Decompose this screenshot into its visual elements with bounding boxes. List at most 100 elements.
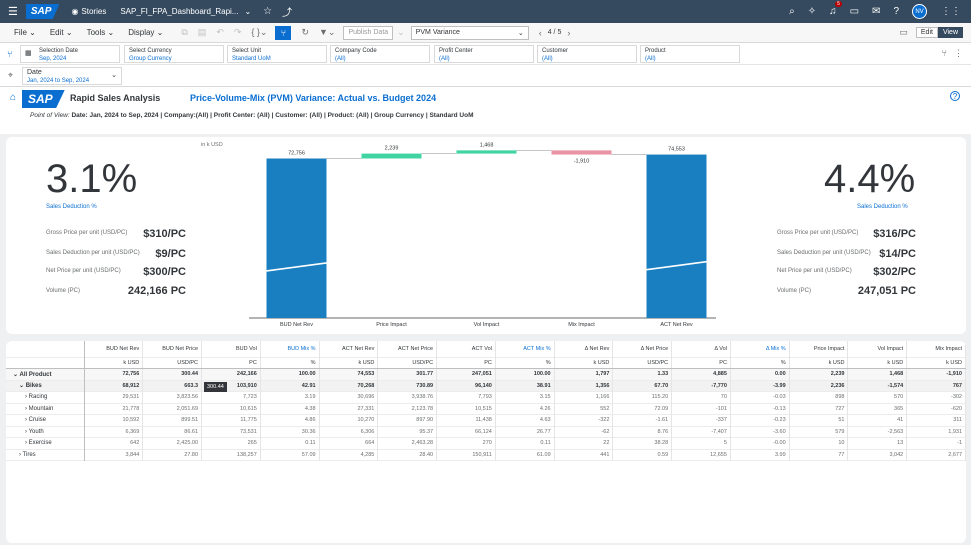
filter-panel-icon[interactable]: ⑂ bbox=[7, 49, 13, 59]
table-cell[interactable]: 4,885 bbox=[671, 368, 731, 380]
table-cell[interactable]: 2,051.69 bbox=[142, 403, 203, 415]
edit-menu[interactable]: Edit ⌄ bbox=[49, 28, 73, 37]
table-cell[interactable]: 570 bbox=[847, 391, 908, 403]
table-cell[interactable]: 727 bbox=[789, 403, 849, 415]
table-cell[interactable]: 95.37 bbox=[377, 426, 438, 438]
row-label-cell[interactable]: › Youth bbox=[6, 426, 85, 438]
home-icon[interactable]: ⌂ bbox=[10, 92, 17, 103]
paste-icon[interactable]: ▤ bbox=[197, 27, 207, 37]
undo-icon[interactable]: ↶ bbox=[216, 27, 224, 37]
table-cell[interactable]: 30.36 bbox=[260, 426, 320, 438]
table-cell[interactable]: 2,123.78 bbox=[377, 403, 438, 415]
story-title[interactable]: SAP_FI_FPA_Dashboard_Rapi... bbox=[120, 7, 239, 16]
filter-profit-center[interactable]: Profit Center (All) bbox=[434, 45, 534, 63]
table-cell[interactable]: 22 bbox=[554, 437, 614, 449]
table-cell[interactable]: 13 bbox=[847, 437, 908, 449]
table-cell[interactable]: 4.26 bbox=[495, 403, 555, 415]
row-label-cell[interactable]: › Mountain bbox=[6, 403, 85, 415]
table-row[interactable]: › Mountain 21,778 2,051.69 10,615 4.38 27,331… bbox=[6, 403, 966, 415]
waterfall-bar-0[interactable] bbox=[266, 158, 327, 318]
table-row[interactable]: › Racing 29,531 3,823.56 7,723 3.19 30,696 3,9… bbox=[6, 391, 966, 403]
table-cell[interactable]: 3,844 bbox=[84, 449, 144, 461]
table-cell[interactable]: 11,775 bbox=[201, 414, 261, 426]
table-cell[interactable]: 7,793 bbox=[436, 391, 496, 403]
table-cell[interactable]: 1,468 bbox=[847, 368, 908, 380]
column-header[interactable]: Price Impact bbox=[789, 341, 849, 357]
tools-menu[interactable]: Tools ⌄ bbox=[86, 28, 115, 37]
table-cell[interactable]: -0.23 bbox=[730, 414, 790, 426]
table-cell[interactable]: 103,910 bbox=[201, 380, 261, 392]
device-preview-icon[interactable]: ▭ bbox=[899, 27, 908, 37]
table-cell[interactable]: 1,797 bbox=[554, 368, 614, 380]
row-label-cell[interactable]: › Exercise bbox=[6, 437, 85, 449]
bookmark-icon[interactable]: ▼⌄ bbox=[319, 27, 336, 37]
column-header[interactable]: ACT Net Rev bbox=[319, 341, 379, 357]
table-cell[interactable]: 10,270 bbox=[319, 414, 379, 426]
table-cell[interactable]: 10,615 bbox=[201, 403, 261, 415]
table-cell[interactable]: 0.11 bbox=[495, 437, 555, 449]
table-row[interactable]: ⌄ Bikes 68,912 663.3 103,910 42.91 70,268 730.… bbox=[6, 380, 966, 392]
table-cell[interactable]: 42.91 bbox=[260, 380, 320, 392]
column-header[interactable]: Δ Vol bbox=[671, 341, 731, 357]
column-header[interactable]: BUD Net Price bbox=[142, 341, 203, 357]
filter-currency[interactable]: Select Currency Group Currency bbox=[124, 45, 224, 63]
waterfall-bar-1[interactable] bbox=[361, 153, 422, 159]
table-cell[interactable]: -3.60 bbox=[730, 426, 790, 438]
chevron-right-icon[interactable]: › bbox=[25, 417, 29, 424]
table-cell[interactable]: 552 bbox=[554, 403, 614, 415]
table-row[interactable]: › Youth 6,369 86.61 73,531 30.36 6,306 95.37 66… bbox=[6, 426, 966, 438]
column-header[interactable]: Δ Net Price bbox=[612, 341, 673, 357]
table-cell[interactable]: 6,306 bbox=[319, 426, 379, 438]
chevron-down-icon[interactable]: ⌄ bbox=[19, 383, 26, 390]
table-cell[interactable]: 57.09 bbox=[260, 449, 320, 461]
publish-data-button[interactable]: Publish Data bbox=[343, 25, 394, 40]
row-label-cell[interactable]: › Cruise bbox=[6, 414, 85, 426]
avatar[interactable]: NV bbox=[912, 4, 927, 19]
table-cell[interactable]: 96,140 bbox=[436, 380, 496, 392]
table-cell[interactable]: 73,531 bbox=[201, 426, 261, 438]
help-circle-icon[interactable]: ? bbox=[950, 91, 960, 101]
table-cell[interactable]: 10,515 bbox=[436, 403, 496, 415]
table-cell[interactable]: -1.61 bbox=[612, 414, 673, 426]
chevron-right-icon[interactable]: › bbox=[25, 405, 29, 412]
table-cell[interactable]: 1,931 bbox=[906, 426, 966, 438]
table-cell[interactable]: 365 bbox=[847, 403, 908, 415]
file-menu[interactable]: File ⌄ bbox=[14, 28, 36, 37]
table-cell[interactable]: -620 bbox=[906, 403, 966, 415]
table-cell[interactable]: 0.59 bbox=[612, 449, 673, 461]
row-label-cell[interactable]: ⌄ All Product bbox=[6, 368, 85, 380]
table-cell[interactable]: -302 bbox=[906, 391, 966, 403]
table-cell[interactable]: 67.70 bbox=[612, 380, 673, 392]
filter-unit[interactable]: Select Unit Standard UoM bbox=[227, 45, 327, 63]
apps-grid-icon[interactable]: ⋮⋮ bbox=[941, 6, 961, 17]
table-cell[interactable]: 77 bbox=[789, 449, 849, 461]
table-cell[interactable]: 642 bbox=[84, 437, 144, 449]
table-cell[interactable]: 4,285 bbox=[319, 449, 379, 461]
filter-date-range[interactable]: Date Jan, 2024 to Sep, 2024 ⌄ bbox=[22, 67, 122, 85]
table-cell[interactable]: 30,696 bbox=[319, 391, 379, 403]
chat-icon[interactable]: ▭ bbox=[849, 6, 860, 17]
table-cell[interactable]: 41 bbox=[847, 414, 908, 426]
column-header[interactable]: ACT Mix % bbox=[495, 341, 555, 357]
table-cell[interactable]: 270 bbox=[436, 437, 496, 449]
filter-product[interactable]: Product (All) bbox=[640, 45, 740, 63]
table-cell[interactable]: 74,553 bbox=[319, 368, 379, 380]
table-cell[interactable]: 70,268 bbox=[319, 380, 379, 392]
table-cell[interactable]: -1,910 bbox=[906, 368, 966, 380]
table-cell[interactable]: 3.99 bbox=[730, 449, 790, 461]
table-row[interactable]: › Exercise 642 2,425.00 265 0.11 664 2,463.28 2… bbox=[6, 437, 966, 449]
column-header[interactable]: Vol Impact bbox=[847, 341, 908, 357]
filter-customer[interactable]: Customer (All) bbox=[537, 45, 637, 63]
table-cell[interactable]: 300.44 bbox=[142, 368, 203, 380]
stories-nav[interactable]: ◉ Stories bbox=[71, 7, 106, 16]
chevron-down-icon[interactable]: ⌄ bbox=[244, 7, 252, 16]
table-cell[interactable]: -0.13 bbox=[730, 403, 790, 415]
column-header[interactable]: BUD Net Rev bbox=[84, 341, 144, 357]
table-cell[interactable]: 247,051 bbox=[436, 368, 496, 380]
table-cell[interactable]: 301.77 bbox=[377, 368, 438, 380]
table-cell[interactable]: 2,239 bbox=[789, 368, 849, 380]
filter-settings-icon[interactable]: ⑂ bbox=[941, 48, 947, 58]
column-header[interactable]: BUD Mix % bbox=[260, 341, 320, 357]
waterfall-bar-4[interactable] bbox=[646, 154, 707, 318]
table-cell[interactable]: 138,257 bbox=[201, 449, 261, 461]
